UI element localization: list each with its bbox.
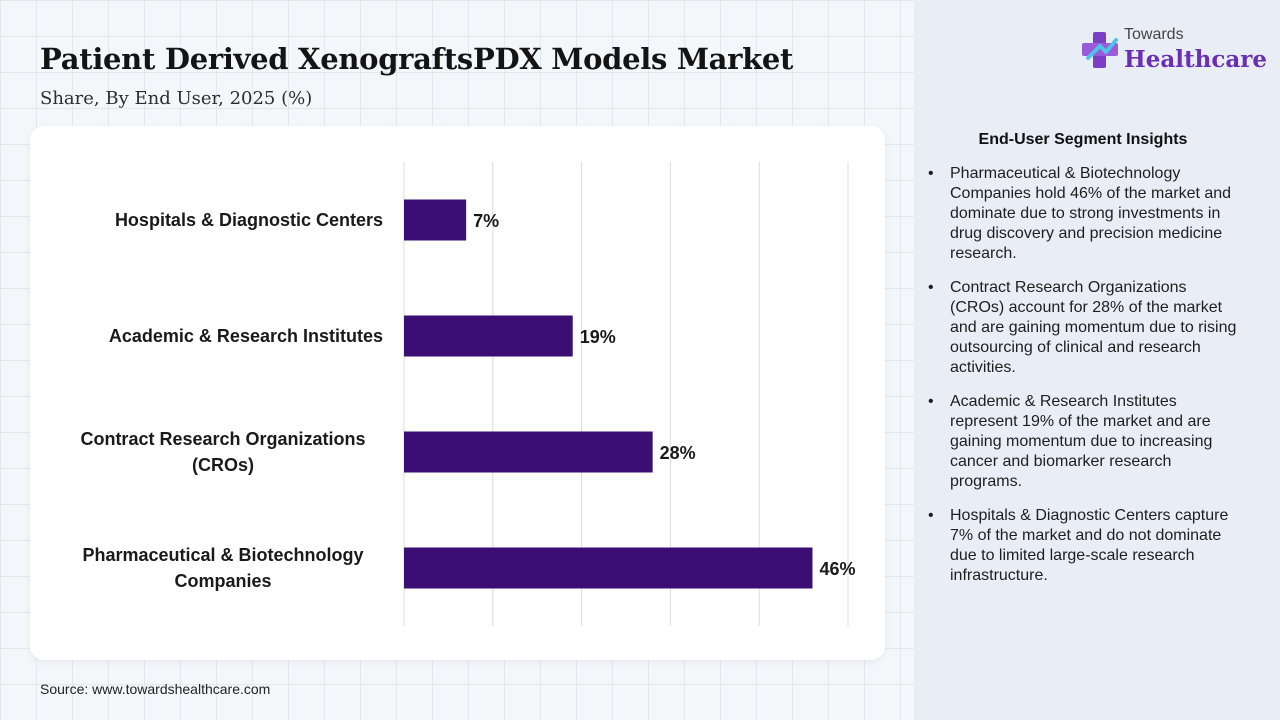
bar [404, 315, 573, 357]
insight-item: • Academic & Research Institutes represen… [928, 392, 1244, 492]
bar [404, 547, 813, 589]
brand-logo: Towards Healthcare [1080, 26, 1267, 76]
page-subtitle: Share, By End User, 2025 (%) [40, 88, 313, 109]
insight-item: • Contract Research Organizations (CROs) … [928, 278, 1244, 378]
bar [404, 431, 653, 473]
insight-item: • Hospitals & Diagnostic Centers capture … [928, 506, 1244, 586]
category-label: Contract Research Organizations (CROs) [80, 429, 365, 475]
bullet-icon: • [928, 165, 934, 182]
data-label: 28% [660, 443, 696, 463]
data-label: 19% [580, 327, 616, 347]
bullet-icon: • [928, 279, 934, 296]
insight-text: Contract Research Organizations (CROs) a… [950, 279, 1237, 376]
bullet-icon: • [928, 507, 934, 524]
category-label: Hospitals & Diagnostic Centers [115, 210, 383, 230]
insights-title: End-User Segment Insights [978, 131, 1188, 148]
data-label: 7% [473, 211, 499, 231]
insights-list: • Pharmaceutical & Biotechnology Companie… [928, 164, 1244, 600]
chart-card: 7% Hospitals & Diagnostic Centers 19% Acade… [30, 126, 885, 660]
insight-item: • Pharmaceutical & Biotechnology Companie… [928, 164, 1244, 264]
insight-text: Hospitals & Diagnostic Centers capture 7… [950, 507, 1229, 584]
insights-panel [914, 0, 1280, 720]
logo-small-text: Towards [1124, 26, 1184, 43]
data-label: 46% [819, 559, 855, 579]
logo-brand-text: Healthcare [1124, 46, 1268, 73]
bar-chart: 7% Hospitals & Diagnostic Centers 19% Acade… [80, 162, 856, 626]
page-title: Patient Derived XenograftsPDX Models Mar… [40, 42, 794, 76]
insight-text: Academic & Research Institutes represent… [950, 393, 1213, 490]
plus-cross-icon [1082, 32, 1118, 68]
bullet-icon: • [928, 393, 934, 410]
bar [404, 199, 467, 241]
source-note: Source: www.towardshealthcare.com [40, 681, 271, 697]
category-label: Academic & Research Institutes [109, 326, 383, 346]
category-label: Pharmaceutical & Biotechnology Companies [82, 545, 363, 591]
insight-text: Pharmaceutical & Biotechnology Companies… [950, 165, 1232, 262]
